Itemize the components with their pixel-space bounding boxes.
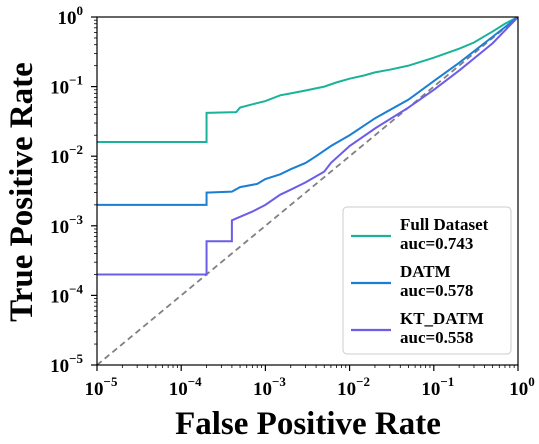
legend-box: [342, 206, 512, 355]
y-tick-label: 10−4: [50, 281, 83, 307]
legend-auc-label: auc=0.743: [400, 234, 473, 253]
chance-diagonal: [97, 17, 518, 365]
x-tick-label: 100: [509, 374, 535, 400]
legend-series-name: KT_DATM: [400, 309, 484, 328]
legend-series-name: Full Dataset: [400, 215, 489, 234]
legend-series-name: DATM: [400, 262, 451, 281]
y-tick-label: 10−5: [50, 351, 83, 377]
x-tick-label: 10−1: [421, 374, 454, 400]
y-tick-label: 10−2: [50, 142, 83, 168]
y-tick-label: 100: [58, 3, 84, 29]
y-tick-label: 10−1: [50, 73, 83, 99]
plot-area: [96, 16, 519, 366]
series-group: [97, 17, 518, 365]
legend-auc-label: auc=0.578: [400, 281, 473, 300]
series-line-full-dataset: [97, 17, 518, 143]
y-axis-label: True Positive Rate: [4, 62, 40, 322]
x-tick-label: 10−2: [337, 374, 370, 400]
x-tick-label: 10−3: [253, 374, 286, 400]
plot-frame: [96, 16, 519, 366]
x-tick-label: 10−4: [169, 374, 202, 400]
x-axis-label: False Positive Rate: [175, 406, 441, 442]
legend-auc-label: auc=0.558: [400, 328, 473, 347]
axis-ticks: 10−510−5 10−4 10−4 10−3 10−3 10−2 10−2 10−1 10−1…: [50, 3, 535, 400]
series-line-datm: [97, 17, 518, 206]
series-line-kt-datm: [97, 17, 518, 276]
x-tick-label: 10−5: [85, 374, 118, 400]
y-tick-label: 10−3: [50, 212, 83, 238]
